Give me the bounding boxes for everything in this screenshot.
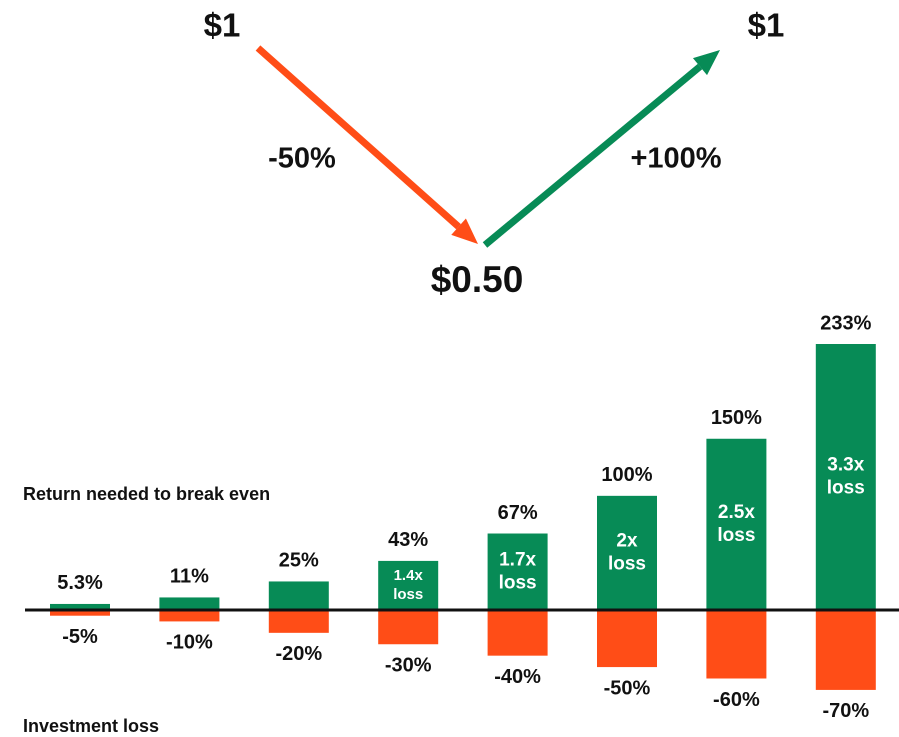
inner-label: loss <box>499 572 537 593</box>
inner-label: loss <box>608 553 646 574</box>
gain-bar <box>159 597 220 610</box>
rise-label: +100% <box>630 143 721 175</box>
inner-label: 1.4x <box>394 567 424 584</box>
loss-bar <box>487 610 548 656</box>
rise-arrow <box>482 63 703 248</box>
value-label: -20% <box>275 643 322 665</box>
loss-bar <box>597 610 657 668</box>
drop-arrow-head <box>451 218 478 244</box>
value-label: 5.3% <box>57 572 103 594</box>
loss-bar <box>815 610 876 690</box>
series-label: Return needed to break even <box>23 484 270 504</box>
value-label: 67% <box>498 502 538 524</box>
inner-label: loss <box>717 525 755 546</box>
value-label: 11% <box>170 566 209 588</box>
value-label: -10% <box>166 632 213 654</box>
gain-bar <box>597 495 657 610</box>
loss-bar <box>706 610 767 679</box>
loss-bar <box>268 610 329 633</box>
inner-label: loss <box>827 478 865 499</box>
gain-bar <box>50 603 110 610</box>
gain-bar <box>815 344 876 610</box>
value-label: -60% <box>713 689 760 711</box>
value-label: 43% <box>388 529 428 551</box>
inner-label: loss <box>393 586 423 603</box>
inner-label: 3.3x <box>827 455 864 476</box>
end-value: $1 <box>748 7 785 44</box>
drop-label: -50% <box>268 143 336 175</box>
value-label: 150% <box>711 407 762 429</box>
value-label: -40% <box>494 666 541 688</box>
value-label: -5% <box>62 626 98 648</box>
loss-bar <box>378 610 439 645</box>
gain-bar <box>378 560 439 610</box>
value-label: 100% <box>601 464 652 486</box>
inner-label: 1.7x <box>499 549 536 570</box>
loss-bar <box>159 610 220 622</box>
gain-bar <box>268 581 329 610</box>
inner-label: 2x <box>616 530 638 551</box>
drop-arrow <box>255 45 461 230</box>
value-label: -30% <box>385 655 432 677</box>
value-label: 233% <box>820 312 871 334</box>
rise-arrow-head <box>692 50 720 76</box>
value-label: -70% <box>822 700 869 722</box>
loss-bar <box>50 610 110 616</box>
inner-label: 2.5x <box>718 502 755 523</box>
gain-bar <box>706 438 767 610</box>
diagram: $1 -50% $0.50 +100% $1 <box>204 7 785 300</box>
value-label: -50% <box>604 677 651 699</box>
gain-bar <box>487 533 548 610</box>
start-value: $1 <box>204 7 241 44</box>
series-label: Investment loss <box>23 716 159 736</box>
value-label: 25% <box>279 550 319 572</box>
bottom-value: $0.50 <box>431 259 524 300</box>
